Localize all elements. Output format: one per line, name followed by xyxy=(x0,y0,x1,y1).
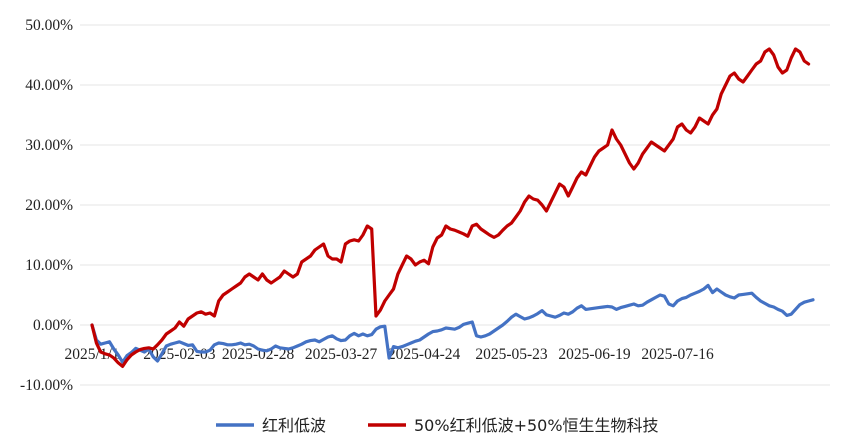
y-tick-label: 10.00% xyxy=(25,257,73,274)
y-tick-label: 20.00% xyxy=(25,197,73,214)
x-tick-label: 2025-06-19 xyxy=(558,346,631,363)
x-tick-label: 2025-07-16 xyxy=(641,346,714,363)
y-tick-label: -10.00% xyxy=(20,377,73,394)
legend-label-series-2: 50%红利低波+50%恒生生物科技 xyxy=(414,416,659,435)
y-axis-tick-labels: 50.00% 40.00% 30.00% 20.00% 10.00% 0.00% -10.0… xyxy=(20,17,73,394)
x-tick-label: 2025/1/1 xyxy=(64,346,119,363)
legend-label-series-1: 红利低波 xyxy=(262,416,326,435)
y-tick-label: 50.00% xyxy=(25,17,73,34)
y-tick-label: 30.00% xyxy=(25,137,73,154)
y-tick-label: 0.00% xyxy=(33,317,73,334)
x-axis-tick-labels: 2025/1/1 2025-02-03 2025-02-28 2025-03-27 20… xyxy=(64,346,714,363)
series-line-2 xyxy=(90,47,811,368)
x-tick-label: 2025-03-27 xyxy=(305,346,378,363)
series-lines xyxy=(90,47,815,368)
legend: 红利低波 50%红利低波+50%恒生生物科技 xyxy=(216,416,659,435)
x-tick-label: 2025-02-28 xyxy=(222,346,295,363)
x-tick-label: 2025-04-24 xyxy=(388,346,461,363)
gridlines xyxy=(80,24,830,386)
y-tick-label: 40.00% xyxy=(25,77,73,94)
series-line-1 xyxy=(90,283,815,364)
x-tick-label: 2025-05-23 xyxy=(475,346,548,363)
